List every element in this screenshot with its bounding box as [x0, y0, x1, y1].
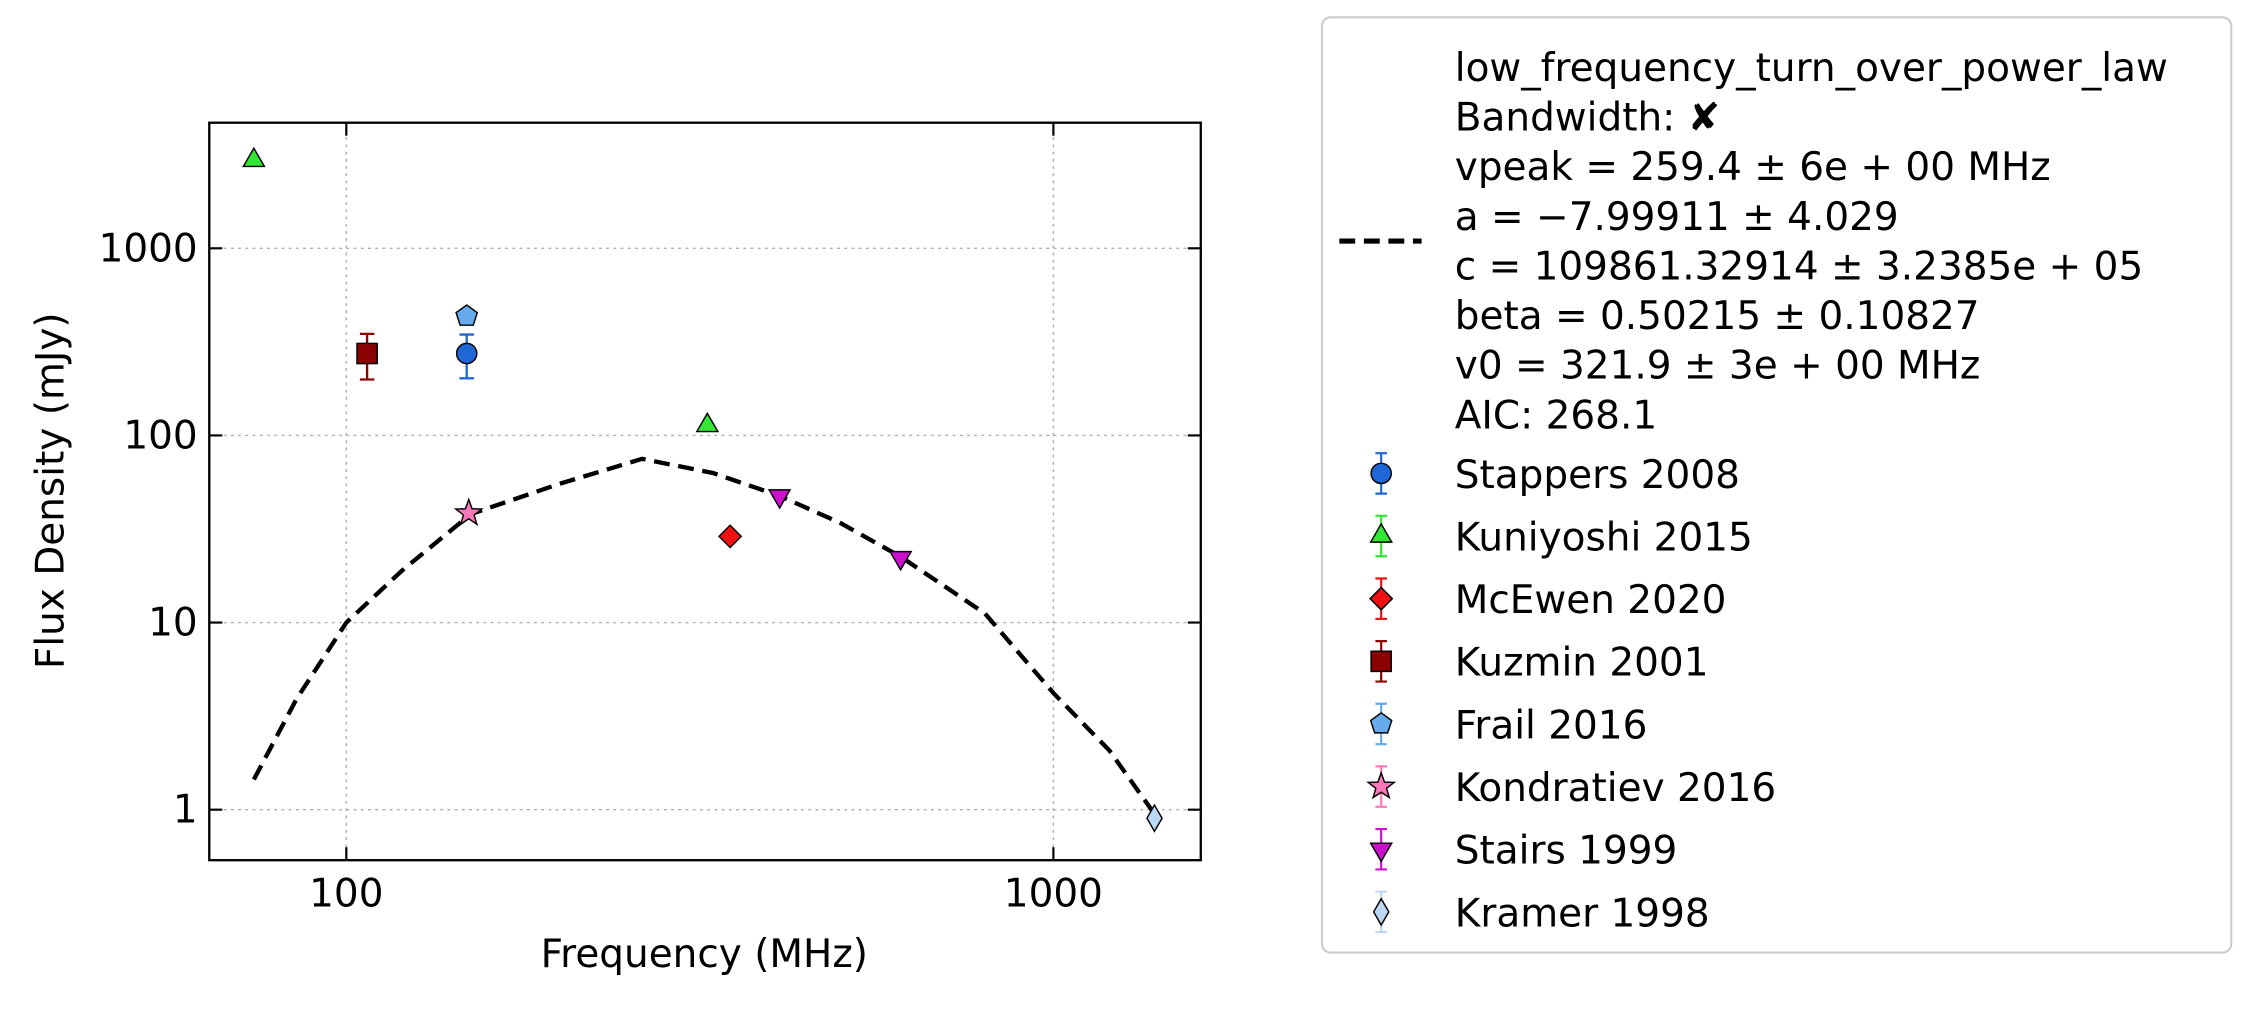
y-tick-label: 100	[123, 413, 197, 458]
legend-text: Kuzmin 2001	[1455, 641, 1709, 686]
data-point	[455, 342, 478, 365]
legend-text: Bandwidth: ✘	[1455, 95, 1721, 140]
data-point	[455, 304, 479, 326]
fit-line	[251, 456, 1157, 816]
legend-text: Stairs 1999	[1455, 829, 1678, 874]
y-tick-label: 10	[148, 601, 198, 646]
legend-text: Kondratiev 2016	[1455, 766, 1776, 811]
x-axis-label: Frequency (MHz)	[541, 932, 868, 977]
legend-marker	[1370, 462, 1393, 485]
legend-text: beta = 0.50215 ± 0.10827	[1455, 294, 1980, 339]
legend-text: v0 = 321.9 ± 3e + 00 MHz	[1455, 344, 1981, 389]
legend-text: Kramer 1998	[1455, 891, 1710, 936]
legend-marker	[1372, 897, 1390, 927]
legend-marker	[1369, 586, 1394, 611]
legend-text: Stappers 2008	[1455, 453, 1740, 498]
legend-text: c = 109861.32914 ± 3.2385e + 05	[1455, 244, 2143, 289]
data-point	[356, 342, 378, 365]
y-axis-label: Flux Density (mJy)	[29, 312, 74, 669]
x-tick-label: 1000	[1004, 871, 1103, 916]
legend-text: AIC: 268.1	[1455, 393, 1657, 438]
legend-text: low_frequency_turn_over_power_law	[1455, 46, 2168, 91]
x-tick-label: 100	[309, 871, 383, 916]
legend-text: McEwen 2020	[1455, 578, 1727, 623]
legend-marker	[1369, 711, 1393, 734]
data-point	[453, 497, 484, 526]
data-point	[242, 146, 266, 168]
legend-marker	[1369, 842, 1393, 863]
legend-text: vpeak = 259.4 ± 6e + 00 MHz	[1455, 145, 2051, 190]
legend-box	[1320, 16, 2233, 954]
data-point	[718, 524, 743, 549]
data-point	[695, 411, 720, 433]
data-point	[888, 550, 913, 572]
legend-marker	[1370, 650, 1393, 673]
y-tick-label: 1000	[99, 226, 198, 271]
legend-text: Kuniyoshi 2015	[1455, 515, 1753, 560]
data-point	[1146, 803, 1163, 833]
legend-text: Frail 2016	[1455, 703, 1648, 748]
legend-marker	[1369, 522, 1393, 543]
data-point	[767, 489, 792, 510]
plot-frame	[208, 121, 1202, 862]
legend-marker	[1366, 770, 1397, 800]
legend-text: a = −7.99911 ± 4.029	[1455, 195, 1899, 240]
y-tick-label: 1	[173, 788, 198, 833]
